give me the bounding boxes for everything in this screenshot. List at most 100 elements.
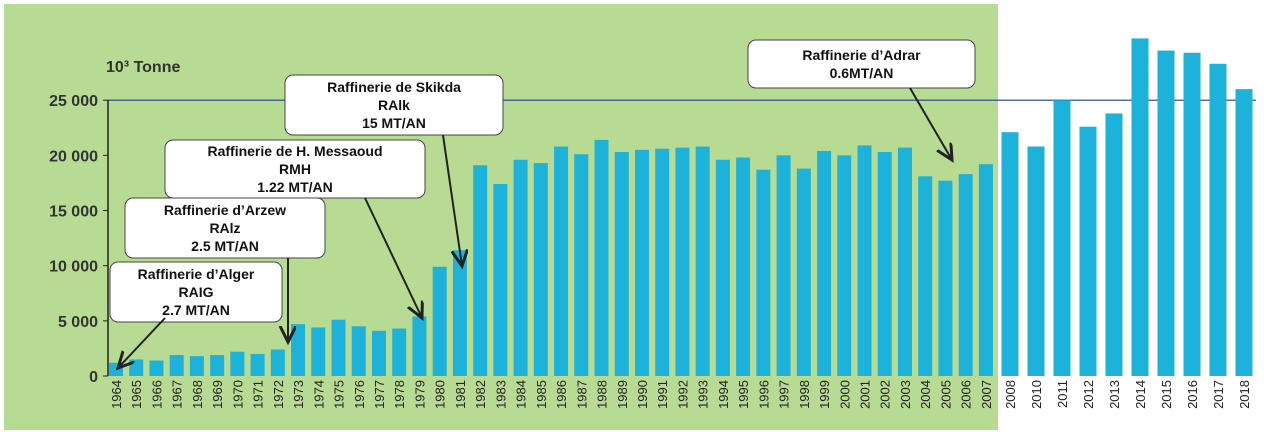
bar: [189, 356, 204, 376]
bar: [392, 328, 407, 376]
bar: [452, 250, 467, 376]
bar: [291, 324, 306, 376]
x-tick-label: 1989: [615, 380, 630, 409]
x-tick-label: 1977: [372, 380, 387, 409]
x-tick-label: 1993: [696, 380, 711, 409]
y-tick-label: 0: [89, 369, 98, 386]
y-tick-label: 20 000: [49, 148, 98, 165]
bar: [1183, 52, 1201, 377]
x-tick-label: 1990: [635, 380, 650, 409]
x-tick-label: 1972: [271, 380, 286, 409]
bar: [978, 164, 993, 376]
bar: [958, 174, 973, 376]
x-tick-label: 1968: [190, 380, 205, 409]
bar: [776, 155, 791, 376]
x-tick-label: 2012: [1081, 380, 1096, 409]
x-tick-label: 1975: [332, 380, 347, 409]
x-tick-label: 1971: [251, 380, 266, 409]
x-tick-label: 1978: [392, 380, 407, 409]
y-tick-label: 10 000: [49, 259, 98, 276]
x-tick-label: 1995: [736, 380, 751, 409]
bar: [756, 169, 771, 376]
x-tick-label: 2011: [1055, 380, 1070, 408]
bar: [857, 145, 872, 376]
bar: [614, 152, 629, 376]
bar: [817, 150, 832, 376]
callout-box: [164, 139, 426, 199]
bar: [270, 349, 285, 376]
callout-arrow: [118, 317, 166, 368]
bar: [351, 326, 366, 376]
bar: [169, 355, 184, 376]
x-tick-label: 1982: [473, 380, 488, 409]
callout-text: 2.5 MT/AN: [191, 238, 259, 254]
bar: [1131, 38, 1149, 376]
x-tick-label: 1985: [534, 380, 549, 409]
x-tick-label: 2004: [918, 380, 933, 409]
x-tick-label: 1997: [777, 380, 792, 409]
x-tick-label: 2001: [858, 380, 873, 409]
bar: [1079, 126, 1097, 377]
callout-arrow: [364, 197, 422, 318]
x-tick-label: 1981: [453, 380, 468, 409]
x-tick-label: 1996: [756, 380, 771, 409]
x-tick-label: 1991: [655, 380, 670, 409]
callout-arrow: [442, 134, 462, 266]
x-tick-label: 2005: [938, 380, 953, 409]
bar: [1157, 50, 1175, 376]
x-tick-label: 2008: [1003, 380, 1018, 409]
bar: [210, 355, 225, 376]
x-tick-label: 2014: [1133, 380, 1148, 409]
y-axis-label: 10³ Tonne: [106, 59, 180, 76]
callout-text: 1.22 MT/AN: [257, 179, 332, 195]
bar: [432, 266, 447, 376]
callout-text: RMH: [279, 161, 311, 177]
callout-text: Raffinerie de Skikda: [327, 79, 461, 95]
bar: [1235, 89, 1253, 377]
bar: [331, 319, 346, 376]
x-tick-label: 1964: [109, 380, 124, 409]
callout-text: 0.6MT/AN: [830, 65, 894, 81]
bar: [250, 353, 265, 376]
callout-text: 2.7 MT/AN: [162, 302, 230, 318]
callout-text: Raffinerie d’Arzew: [164, 202, 286, 218]
bar: [230, 351, 245, 376]
bar: [1027, 146, 1045, 376]
bar: [796, 168, 811, 376]
x-tick-label: 1999: [817, 380, 832, 409]
callout-text: 15 MT/AN: [362, 115, 426, 131]
bar: [675, 147, 690, 376]
callout-text: Raffinerie d’Alger: [138, 266, 255, 282]
bar: [473, 165, 488, 376]
bar: [918, 176, 933, 376]
x-tick-label: 1992: [675, 380, 690, 409]
x-tick-label: 2018: [1237, 380, 1252, 409]
bar: [574, 154, 589, 376]
callout-box: [747, 39, 976, 89]
bar: [938, 180, 953, 376]
x-tick-label: 1979: [412, 380, 427, 409]
x-tick-label: 1967: [170, 380, 185, 409]
callout-text: RAlk: [378, 97, 410, 113]
x-tick-label: 2010: [1029, 380, 1044, 409]
bar: [533, 163, 548, 376]
x-tick-label: 1969: [210, 380, 225, 409]
x-tick-label: 1973: [291, 380, 306, 409]
bar: [715, 159, 730, 376]
bar: [594, 139, 609, 376]
bar: [311, 327, 326, 376]
bar: [1053, 100, 1071, 377]
bar: [412, 316, 427, 376]
bar: [695, 146, 710, 376]
x-tick-label: 2015: [1159, 380, 1174, 409]
bar: [554, 146, 569, 376]
callout-box: [284, 74, 504, 136]
x-tick-label: 1983: [493, 380, 508, 409]
callout-text: Raffinerie d’Adrar: [802, 47, 921, 63]
x-tick-label: 2013: [1107, 380, 1122, 409]
bar: [371, 330, 386, 376]
x-tick-label: 1998: [797, 380, 812, 409]
x-tick-label: 1980: [433, 380, 448, 409]
bar: [493, 184, 508, 376]
